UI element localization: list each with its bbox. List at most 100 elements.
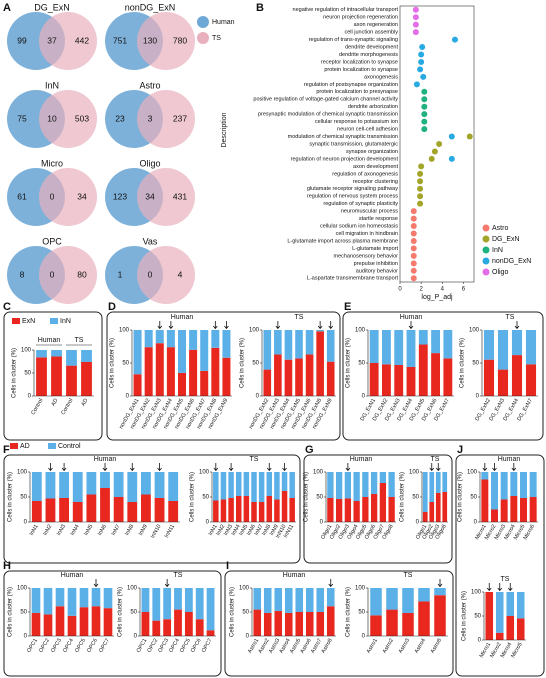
panel-letter: C xyxy=(3,301,11,313)
y-tick-label: 50 xyxy=(316,495,323,501)
subplot-title: TS xyxy=(506,314,515,321)
bar-segment xyxy=(166,330,175,348)
bar-segment xyxy=(434,595,446,636)
legend-swatch xyxy=(197,16,209,28)
y-tick-label: 0 xyxy=(416,520,420,526)
arrow xyxy=(282,463,287,472)
x-tick-label: InN4 xyxy=(231,524,242,537)
bar-segment xyxy=(266,496,273,522)
bar-segment xyxy=(370,615,382,636)
term-label: axonogenesis xyxy=(364,74,398,80)
x-axis-label: log_P_adj xyxy=(421,294,453,301)
bar-segment xyxy=(211,347,220,396)
x-tick-label: 0 xyxy=(398,287,402,293)
bar-segment xyxy=(66,365,77,396)
bar-segment xyxy=(491,472,498,510)
y-tick-label: 50 xyxy=(130,610,137,616)
bar-segment xyxy=(418,601,430,636)
panel-border xyxy=(224,570,454,677)
bar-segment xyxy=(406,330,416,367)
subplot-title: TS xyxy=(404,572,413,579)
term-label: neuron projection regeneration xyxy=(323,15,398,21)
bar-segment xyxy=(483,330,495,360)
bar-segment xyxy=(174,609,182,636)
y-tick-label: 0 xyxy=(478,638,482,644)
bar-segment xyxy=(481,472,489,480)
venn-count: 23 xyxy=(115,113,125,123)
venn-count: 123 xyxy=(113,191,127,201)
dot xyxy=(417,178,424,185)
bar-segment xyxy=(418,588,430,602)
venn-circle xyxy=(137,12,195,70)
bar-segment xyxy=(386,588,398,610)
bar-segment xyxy=(263,588,272,613)
term-label: negative regulation of intracellular tra… xyxy=(293,7,399,13)
term-label: presynaptic modulation of chemical synap… xyxy=(258,112,398,118)
legend-swatch xyxy=(482,235,490,243)
bar-segment xyxy=(66,350,77,366)
bar-segment xyxy=(529,497,537,522)
bar-segment xyxy=(141,588,150,612)
bar-segment xyxy=(326,361,335,396)
y-tick-label: 0 xyxy=(246,634,250,640)
venn-circle xyxy=(39,168,97,226)
bar-segment xyxy=(258,502,265,522)
term-label: neuron cell-cell adhesion xyxy=(337,127,398,133)
bar-segment xyxy=(184,612,193,636)
y-tick-label: 100 xyxy=(355,586,366,592)
bar-segment xyxy=(91,606,101,636)
term-label: mechanosensory behavior xyxy=(333,253,398,259)
bar-segment xyxy=(388,472,395,497)
bar-segment xyxy=(431,330,440,354)
dot xyxy=(451,36,458,43)
x-tick-label: InN2 xyxy=(215,524,226,537)
term-label: prepulse inhibition xyxy=(354,261,398,267)
bar-segment xyxy=(525,330,537,365)
bar-segment xyxy=(316,330,324,332)
arrow xyxy=(511,463,517,472)
bar-segment xyxy=(497,369,509,396)
y-tick-label: 100 xyxy=(119,328,130,334)
venn-circle xyxy=(137,168,195,226)
bar-segment xyxy=(382,330,391,365)
legend-swatch xyxy=(12,318,20,324)
venn-circle xyxy=(39,12,97,70)
bar-segment xyxy=(86,472,97,495)
x-tick-label: Astro4 xyxy=(414,638,427,655)
bar-segment xyxy=(243,472,250,496)
x-tick-label: 6 xyxy=(462,287,466,293)
venn-title: Micro xyxy=(41,158,63,168)
dot xyxy=(410,275,417,282)
bar-segment xyxy=(281,491,288,522)
y-tick-label: 0 xyxy=(28,394,32,400)
bar-segment xyxy=(228,472,234,498)
bar-segment xyxy=(127,502,138,522)
bar-segment xyxy=(529,472,537,497)
panel-border xyxy=(3,454,301,564)
dot xyxy=(412,6,419,13)
bar-segment xyxy=(81,350,92,362)
y-tick-label: 100 xyxy=(21,348,32,354)
term-label: dendrite arborization xyxy=(348,104,398,110)
bar-segment xyxy=(435,493,441,522)
bar-segment xyxy=(31,612,41,636)
panel-letter: J xyxy=(457,444,463,456)
y-axis-label: Cells in cluster (%) xyxy=(346,338,352,388)
dot xyxy=(421,111,428,118)
y-tick-label: 50 xyxy=(202,495,209,501)
bar-segment xyxy=(67,615,77,636)
subplot-title: Human xyxy=(171,314,194,321)
bar-segment xyxy=(284,588,293,613)
group-label: TS xyxy=(75,337,84,344)
bar-segment xyxy=(511,355,523,396)
bar-segment xyxy=(500,472,508,500)
arrow xyxy=(224,321,229,330)
x-tick-label: OPC6 xyxy=(86,638,99,654)
bar-segment xyxy=(154,472,165,498)
x-tick-label: InN3 xyxy=(56,524,67,537)
bar-segment xyxy=(516,592,525,619)
arrow xyxy=(93,579,99,588)
bar-segment xyxy=(79,588,89,608)
y-tick-label: 100 xyxy=(409,470,420,476)
arrow xyxy=(408,321,414,330)
